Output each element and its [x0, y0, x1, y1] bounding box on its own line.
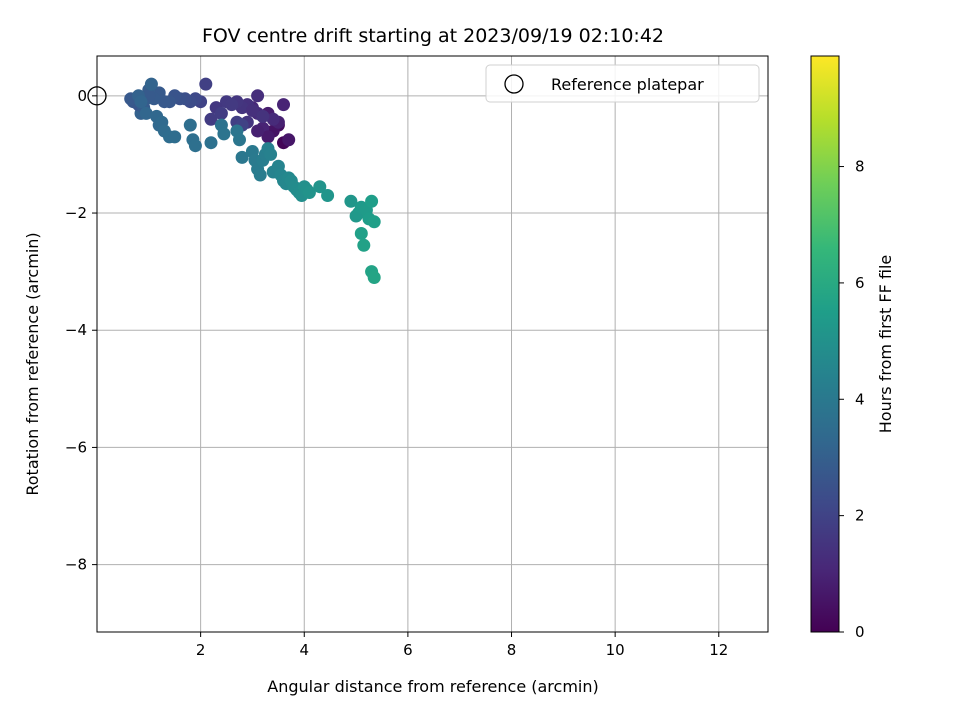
colorbar-gradient [810, 55, 840, 633]
scatter-points [87, 77, 381, 284]
plot-frame [96, 55, 769, 633]
scatter-point [321, 189, 335, 202]
y-tick-label: −2 [65, 204, 87, 222]
scatter-point [144, 77, 158, 91]
x-tick-label: 4 [299, 641, 309, 659]
scatter-point [261, 130, 275, 144]
scatter-point [134, 95, 148, 109]
axes: 2 4 6 8 10 12 0 −2 −4 −6 −8 [65, 55, 769, 659]
scatter-point [168, 130, 182, 144]
colorbar-tick-label: 0 [855, 623, 865, 641]
y-tick-label: −4 [65, 321, 87, 339]
scatter-point [183, 118, 197, 132]
scatter-point [199, 77, 213, 91]
colorbar-tick-label: 8 [855, 158, 865, 176]
y-tick-label: −6 [65, 438, 87, 456]
x-tick-label: 10 [606, 641, 625, 659]
x-tick-label: 12 [709, 641, 728, 659]
scatter-point [367, 271, 381, 284]
x-tick-label: 2 [196, 641, 206, 659]
x-tick-label: 8 [507, 641, 517, 659]
scatter-point [313, 180, 327, 194]
scatter-point [365, 194, 379, 208]
scatter-point [264, 147, 278, 161]
scatter-point [235, 150, 249, 164]
scatter-point [233, 133, 246, 147]
colorbar-ticks: 0 2 4 6 8 [839, 158, 865, 641]
x-axis-label: Angular distance from reference (arcmin) [267, 677, 598, 696]
scatter-point [245, 104, 259, 117]
legend: Reference platepar [485, 64, 760, 103]
colorbar: 0 2 4 6 8 Hours from first FF file [810, 55, 895, 641]
legend-marker-reference-platepar [504, 74, 524, 94]
scatter-point [214, 106, 228, 120]
scatter-point [253, 168, 267, 182]
scatter-point [204, 136, 218, 150]
y-tick-label: 0 [77, 87, 87, 105]
scatter-point [217, 127, 231, 141]
scatter-point [282, 133, 296, 147]
scatter-point [225, 98, 239, 112]
scatter-point [251, 89, 265, 103]
y-axis-label: Rotation from reference (arcmin) [23, 232, 42, 495]
colorbar-tick-label: 4 [855, 390, 865, 408]
y-tick-label: −8 [65, 556, 87, 574]
scatter-point [277, 98, 290, 112]
scatter-point [139, 106, 153, 120]
colorbar-tick-label: 6 [855, 274, 865, 292]
legend-label-reference-platepar: Reference platepar [551, 75, 704, 94]
scatter-point [357, 238, 371, 252]
colorbar-tick-label: 2 [855, 507, 865, 525]
scatter-point [354, 227, 368, 240]
scatter-point [266, 112, 280, 126]
scatter-point [256, 109, 270, 123]
colorbar-label: Hours from first FF file [876, 255, 895, 434]
legend-box [485, 64, 760, 103]
scatter-point [302, 186, 316, 199]
scatter-point [204, 112, 218, 126]
chart-title: FOV centre drift starting at 2023/09/19 … [202, 25, 664, 47]
grid [97, 56, 768, 632]
scatter-point [251, 124, 265, 138]
x-tick-label: 6 [403, 641, 413, 659]
scatter-point [367, 215, 381, 229]
scatter-point [344, 194, 358, 208]
scatter-point [188, 139, 202, 153]
